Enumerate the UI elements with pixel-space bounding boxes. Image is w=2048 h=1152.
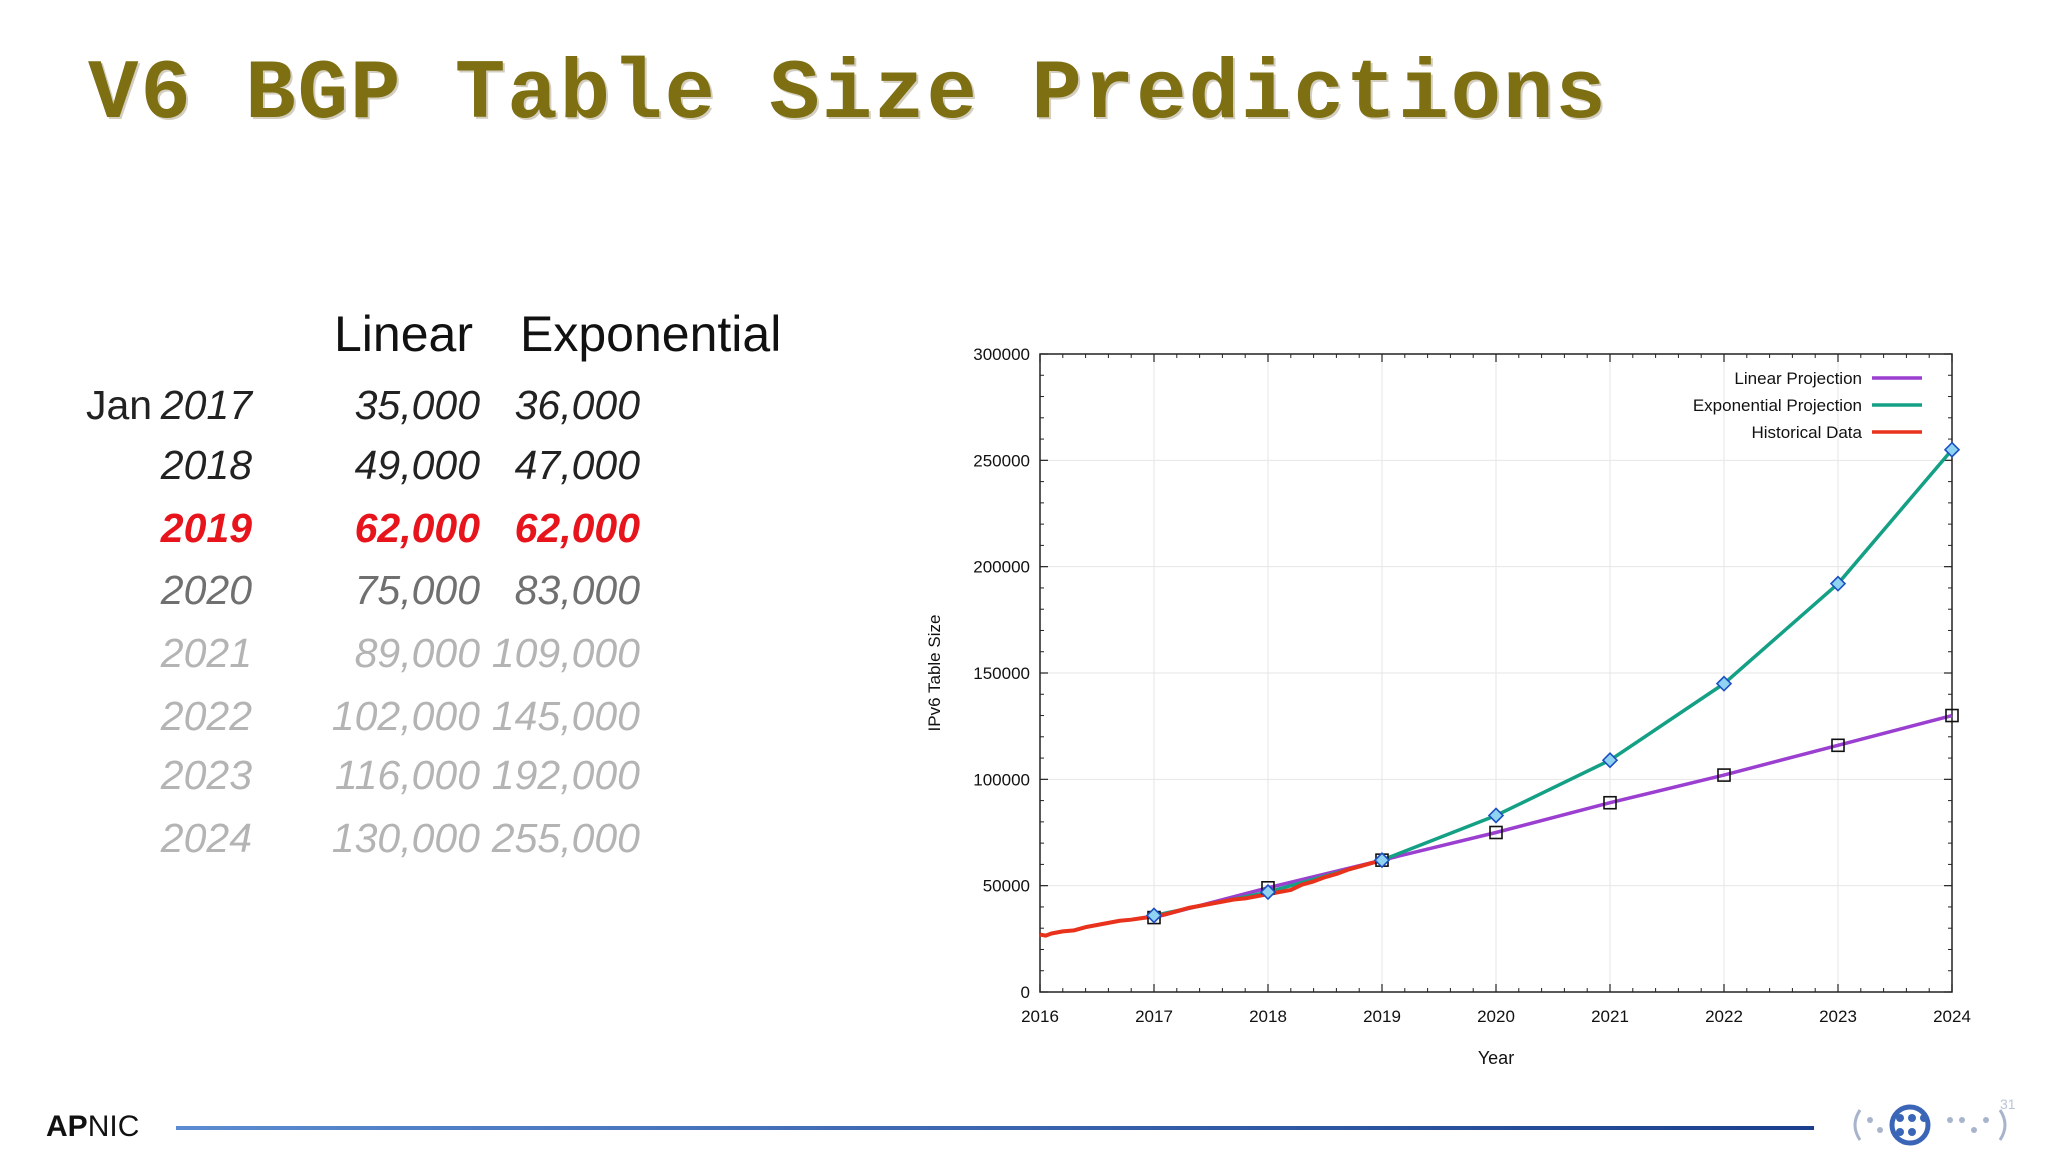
row-year: 2022 — [160, 693, 252, 739]
row-year: 2024 — [160, 815, 252, 861]
y-tick-label: 300000 — [973, 345, 1030, 364]
row-year: 2019 — [160, 505, 252, 551]
y-tick-label: 200000 — [973, 558, 1030, 577]
linear-point — [1945, 708, 1959, 723]
row-linear-value: 35,000 — [354, 382, 480, 428]
exponential-point — [1259, 883, 1277, 901]
chart: 2016 2017 2018 2019 2020 2021 2022 2023 2024 0 500… — [925, 345, 1971, 1068]
exponential-point — [1601, 752, 1619, 769]
exponential-point — [1373, 852, 1391, 869]
row-exponential-value: 255,000 — [491, 815, 640, 861]
row-exponential-value: 83,000 — [514, 567, 640, 613]
col-header-linear: Linear — [334, 306, 473, 362]
exponential-point — [1145, 907, 1163, 924]
x-axis-label: Year — [1478, 1048, 1514, 1068]
footer-divider — [176, 1126, 1814, 1130]
row-exponential-value: 47,000 — [514, 442, 640, 488]
series-line — [1039, 858, 1383, 938]
x-tick-label: 2022 — [1705, 1007, 1743, 1026]
exponential-point — [1715, 675, 1733, 692]
row-linear-value: 116,000 — [334, 752, 480, 798]
row-exponential-value: 109,000 — [491, 630, 640, 676]
row-exponential-value: 62,000 — [514, 505, 640, 551]
row-prefix-jan: Jan — [86, 382, 153, 428]
x-tick-label: 2021 — [1591, 1007, 1629, 1026]
x-tick-label: 2023 — [1819, 1007, 1857, 1026]
legend-label: Exponential Projection — [1693, 396, 1862, 415]
row-year: 2017 — [160, 382, 252, 428]
row-year: 2018 — [160, 442, 252, 488]
y-tick-label: 250000 — [973, 451, 1030, 470]
series-line — [1153, 713, 1953, 920]
row-linear-value: 75,000 — [354, 567, 480, 613]
x-tick-label: 2024 — [1933, 1007, 1971, 1026]
row-linear-value: 89,000 — [354, 630, 480, 676]
row-exponential-value: 145,000 — [491, 693, 640, 739]
slide-title: V6 BGP Table Size Predictions — [88, 48, 1608, 143]
row-year: 2023 — [160, 752, 252, 798]
row-exponential-value: 36,000 — [514, 382, 640, 428]
exponential-point — [1829, 575, 1847, 592]
y-tick-label: 50000 — [983, 877, 1030, 896]
row-exponential-value: 192,000 — [491, 752, 640, 798]
linear-point — [1717, 768, 1731, 782]
legend-label: Historical Data — [1751, 423, 1862, 442]
y-tick-label: 100000 — [973, 770, 1030, 789]
conference-logo-icon — [1853, 1104, 2007, 1146]
exponential-point — [1487, 807, 1505, 824]
linear-point — [1831, 738, 1845, 753]
x-tick-label: 2017 — [1135, 1007, 1173, 1026]
linear-point — [1603, 795, 1617, 810]
row-linear-value: 49,000 — [354, 442, 480, 488]
x-tick-label: 2016 — [1021, 1007, 1059, 1026]
x-tick-label: 2019 — [1363, 1007, 1401, 1026]
row-linear-value: 102,000 — [331, 693, 480, 739]
col-header-exponential: Exponential — [520, 306, 782, 362]
y-axis-label: IPv6 Table Size — [925, 615, 944, 732]
series-line — [1153, 448, 1954, 918]
legend-label: Linear Projection — [1734, 369, 1862, 388]
linear-point — [1489, 825, 1503, 840]
y-tick-label: 150000 — [973, 664, 1030, 683]
row-year: 2021 — [160, 630, 252, 676]
x-tick-label: 2020 — [1477, 1007, 1515, 1026]
page-number: 31 — [2000, 1096, 2016, 1112]
apnic-logo: APNIC — [46, 1110, 140, 1143]
exponential-point — [1943, 441, 1961, 458]
x-tick-label: 2018 — [1249, 1007, 1287, 1026]
row-year: 2020 — [160, 567, 252, 613]
y-tick-label: 0 — [1021, 983, 1030, 1002]
row-linear-value: 62,000 — [354, 505, 480, 551]
row-linear-value: 130,000 — [331, 815, 480, 861]
